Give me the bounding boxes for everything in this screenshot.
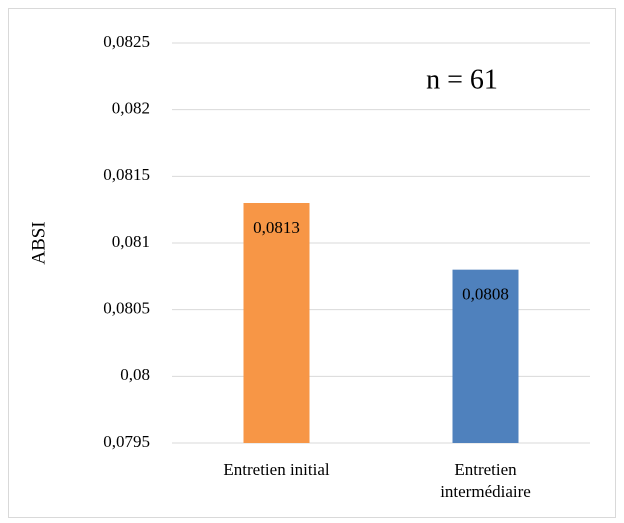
y-axis-label: ABSI (28, 221, 49, 264)
y-tick-label: 0,082 (112, 99, 150, 118)
y-tick-label: 0,0805 (103, 299, 150, 318)
data-label: 0,0813 (253, 218, 300, 237)
y-tick-label: 0,08 (120, 365, 150, 384)
y-tick-label: 0,081 (112, 232, 150, 251)
annotation: n = 61 (426, 64, 498, 95)
bar (243, 203, 310, 443)
data-label: 0,0808 (462, 285, 509, 304)
y-tick-label: 0,0795 (103, 432, 150, 451)
y-tick-label: 0,0825 (103, 32, 150, 51)
y-tick-label: 0,0815 (103, 165, 150, 184)
x-tick-label: Entretien initial (223, 460, 330, 479)
x-tick-label: Entretien intermédiaire (440, 460, 531, 501)
bar (452, 269, 519, 443)
chart-border (8, 8, 616, 518)
